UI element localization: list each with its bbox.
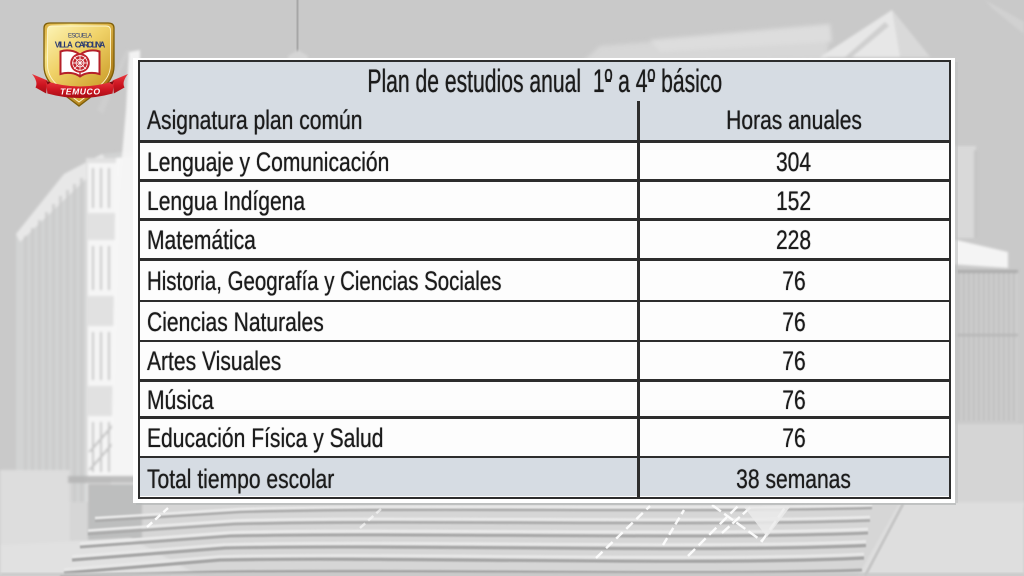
svg-text:ESCUELA: ESCUELA — [68, 34, 92, 40]
svg-text:TEMUCO: TEMUCO — [60, 87, 100, 97]
svg-text:CAROLINA: CAROLINA — [75, 41, 106, 50]
svg-text:VILLA: VILLA — [55, 41, 73, 50]
